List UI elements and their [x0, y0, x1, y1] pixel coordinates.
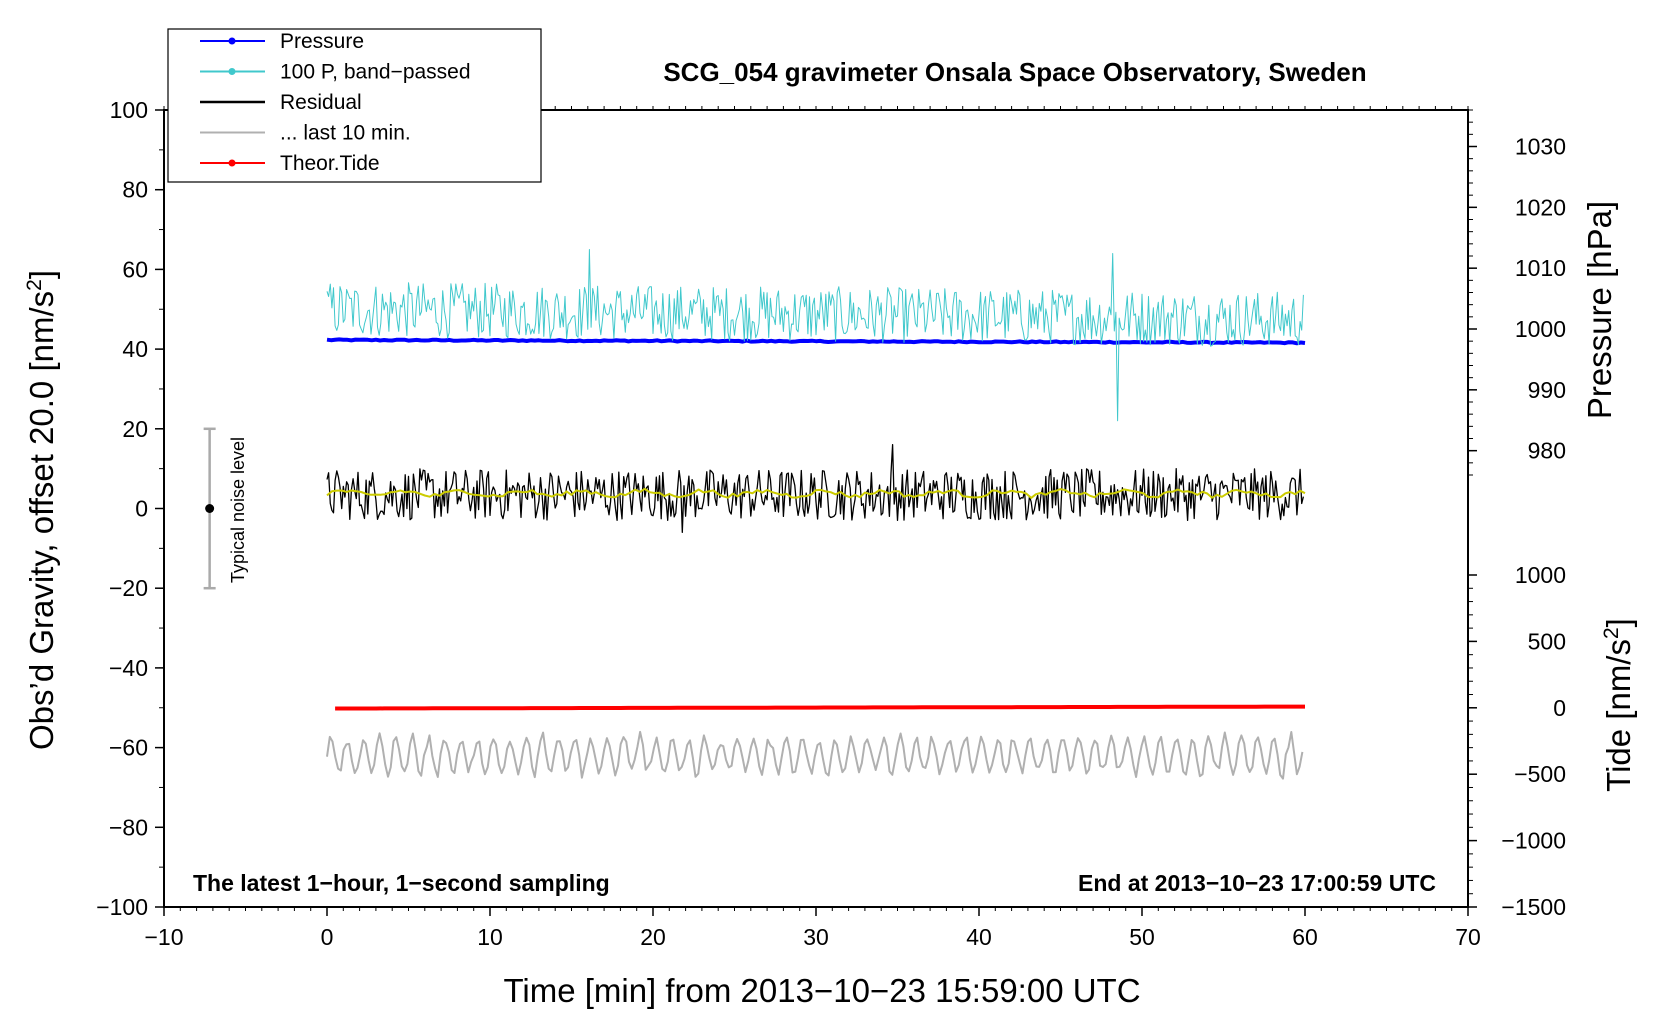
legend-label: Theor.Tide — [280, 152, 380, 175]
series-band-passed-line — [326, 249, 1304, 422]
pressure-tick-label: 1030 — [1515, 134, 1566, 160]
legend-label: Residual — [280, 91, 362, 114]
x-tick-label: 50 — [1129, 924, 1155, 950]
x-tick-label: 60 — [1292, 924, 1318, 950]
x-tick-label: 20 — [640, 924, 666, 950]
tide-tick-label: 0 — [1553, 695, 1566, 721]
y-tick-label-left: −20 — [109, 575, 148, 601]
y-tick-label-left: 100 — [110, 97, 148, 123]
ticks-layer: −10 0 10 20 30 40 50 60 70−100−80−60−40−20020406… — [96, 97, 1566, 950]
legend-swatch-marker — [228, 159, 236, 167]
y-tick-label-left: −40 — [109, 655, 148, 681]
y-tick-label-left: 80 — [122, 177, 148, 203]
y-axis-label-left: Obs’d Gravity, offset 20.0 [nm/s2] — [23, 270, 60, 750]
legend-label: ... last 10 min. — [280, 122, 411, 145]
end-time-note: End at 2013−10−23 17:00:59 UTC — [1078, 870, 1436, 896]
legend-label: Pressure — [280, 30, 364, 53]
y-tick-label-left: −80 — [109, 814, 148, 840]
tide-tick-label: 500 — [1528, 628, 1566, 654]
x-tick-label: −10 — [144, 924, 183, 950]
legend: Pressure 100 P, band−passed Residual ... la… — [167, 28, 542, 183]
x-tick-label: 70 — [1455, 924, 1481, 950]
legend-label: 100 P, band−passed — [280, 61, 471, 84]
x-tick-label: 0 — [321, 924, 334, 950]
legend-box — [167, 28, 542, 183]
noise-bar-label: Typical noise level — [228, 437, 248, 583]
noise-bar-center-dot — [205, 504, 215, 513]
pressure-tick-label: 1010 — [1515, 255, 1566, 281]
tide-tick-label: 1000 — [1515, 562, 1566, 588]
y-tick-label-left: 60 — [122, 256, 148, 282]
y-tick-label-left: 20 — [122, 416, 148, 442]
series-pressure-line — [326, 337, 1306, 346]
x-tick-label: 10 — [477, 924, 503, 950]
y-tick-label-left: −60 — [109, 735, 148, 761]
y-tick-label-left: 40 — [122, 336, 148, 362]
tide-tick-label: −1000 — [1501, 828, 1566, 854]
x-tick-label: 40 — [966, 924, 992, 950]
legend-swatch-marker — [228, 68, 236, 75]
pressure-tick-label: 980 — [1528, 438, 1566, 464]
y-tick-label-left: −100 — [96, 894, 148, 920]
noise-bar — [203, 427, 216, 590]
y-axis-label-tide: Tide [nm/s2] — [1600, 618, 1637, 792]
series-layer — [326, 249, 1306, 780]
y-axis-label-pressure: Pressure [hPa] — [1581, 201, 1618, 419]
series-last-10-min-line — [326, 730, 1304, 780]
tide-tick-label: −500 — [1514, 761, 1566, 787]
series-residual-smoothed-line — [326, 487, 1306, 499]
pressure-tick-label: 1000 — [1515, 316, 1566, 342]
series-theor-tide-line — [335, 704, 1305, 711]
tide-tick-label: −1500 — [1501, 894, 1566, 920]
sampling-note: The latest 1−hour, 1−second sampling — [193, 870, 610, 896]
y-tick-label-left: 0 — [135, 496, 148, 522]
pressure-tick-label: 1020 — [1515, 194, 1566, 220]
pressure-tick-label: 990 — [1528, 377, 1566, 403]
legend-swatch-marker — [228, 37, 236, 45]
chart-title: SCG_054 gravimeter Onsala Space Observat… — [663, 57, 1366, 87]
x-axis-label: Time [min] from 2013−10−23 15:59:00 UTC — [503, 972, 1140, 1009]
x-tick-label: 30 — [803, 924, 829, 950]
